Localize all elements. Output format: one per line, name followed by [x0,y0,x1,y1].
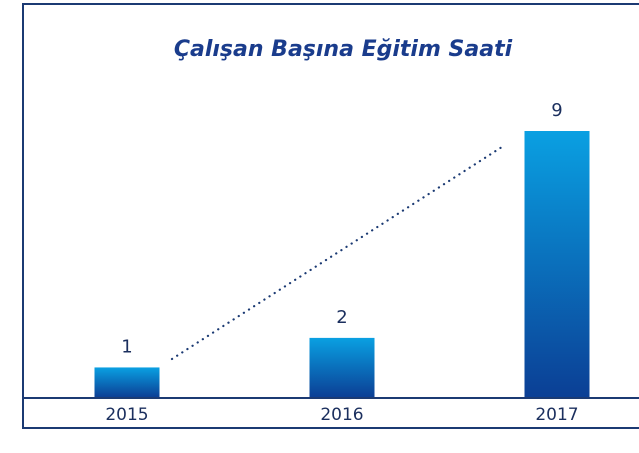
x-tick-label: 2016 [320,405,363,425]
bar [524,131,590,397]
value-label: 1 [121,336,132,357]
chart-title: Çalışan Başına Eğitim Saati [174,37,513,62]
bar [94,367,160,397]
frame [22,3,639,429]
value-label: 2 [336,307,347,328]
x-tick-label: 2015 [105,405,148,425]
value-label: 9 [551,100,562,121]
x-tick-label: 2017 [535,405,578,425]
trend-dots [170,143,507,361]
bar [309,337,375,397]
